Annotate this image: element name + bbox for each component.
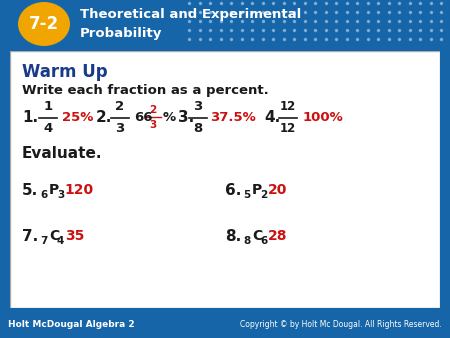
Text: 3: 3 [57, 190, 64, 200]
Text: 35: 35 [65, 230, 84, 243]
Text: Copyright © by Holt Mc Dougal. All Rights Reserved.: Copyright © by Holt Mc Dougal. All Right… [240, 320, 442, 329]
Text: Write each fraction as a percent.: Write each fraction as a percent. [22, 84, 269, 97]
Text: 28: 28 [268, 230, 288, 243]
Text: 25%: 25% [62, 111, 93, 124]
Text: 120: 120 [65, 184, 94, 197]
Text: 7-2: 7-2 [29, 15, 59, 33]
Text: 3.: 3. [178, 110, 194, 125]
Text: %: % [163, 111, 176, 124]
Text: 12: 12 [280, 122, 296, 135]
Text: 6: 6 [40, 190, 47, 200]
Text: 2: 2 [149, 104, 157, 115]
Text: 3: 3 [115, 122, 125, 135]
Text: 4.: 4. [264, 110, 280, 125]
Text: 66: 66 [134, 111, 153, 124]
Text: 3: 3 [194, 100, 202, 113]
Text: 6: 6 [260, 236, 267, 246]
Text: C: C [49, 230, 59, 243]
Text: 8.: 8. [225, 229, 241, 244]
Text: 2: 2 [260, 190, 267, 200]
Text: 2: 2 [115, 100, 125, 113]
Text: P: P [252, 184, 262, 197]
Text: 7.: 7. [22, 229, 38, 244]
Text: P: P [49, 184, 59, 197]
Text: 7: 7 [40, 236, 47, 246]
Text: 4: 4 [57, 236, 64, 246]
Text: 20: 20 [268, 184, 288, 197]
Text: 6.: 6. [225, 183, 241, 198]
Text: 3: 3 [149, 120, 157, 129]
Text: 5.: 5. [22, 183, 38, 198]
Text: 2.: 2. [96, 110, 112, 125]
Text: 12: 12 [280, 100, 296, 113]
Text: 100%: 100% [303, 111, 344, 124]
Text: Holt McDougal Algebra 2: Holt McDougal Algebra 2 [8, 320, 135, 329]
Text: 5: 5 [243, 190, 250, 200]
Text: 1.: 1. [22, 110, 38, 125]
Text: C: C [252, 230, 262, 243]
Ellipse shape [18, 2, 70, 46]
Text: 8: 8 [194, 122, 202, 135]
Text: 8: 8 [243, 236, 250, 246]
Text: Warm Up: Warm Up [22, 63, 108, 81]
Text: 1: 1 [43, 100, 53, 113]
Text: 37.5%: 37.5% [210, 111, 256, 124]
Text: Probability: Probability [80, 27, 162, 41]
Text: Theoretical and Experimental: Theoretical and Experimental [80, 8, 301, 22]
Text: Evaluate.: Evaluate. [22, 146, 103, 161]
FancyBboxPatch shape [10, 51, 440, 308]
Text: 4: 4 [43, 122, 53, 135]
